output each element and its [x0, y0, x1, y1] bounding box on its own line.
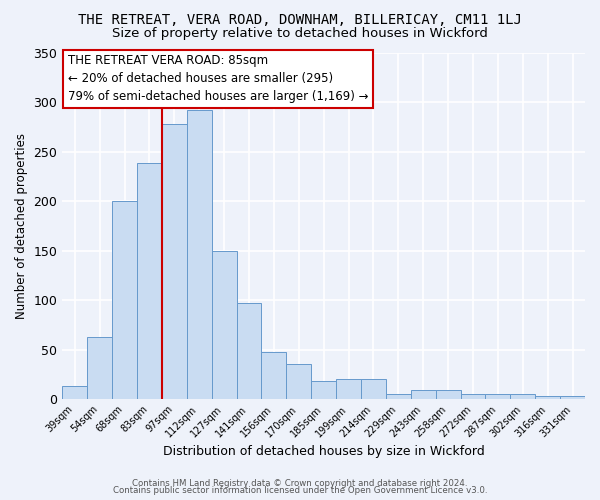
Text: Contains HM Land Registry data © Crown copyright and database right 2024.: Contains HM Land Registry data © Crown c… — [132, 478, 468, 488]
Bar — [361, 380, 386, 399]
Bar — [162, 124, 187, 399]
Bar — [485, 394, 511, 399]
X-axis label: Distribution of detached houses by size in Wickford: Distribution of detached houses by size … — [163, 444, 485, 458]
Y-axis label: Number of detached properties: Number of detached properties — [15, 133, 28, 319]
Text: THE RETREAT, VERA ROAD, DOWNHAM, BILLERICAY, CM11 1LJ: THE RETREAT, VERA ROAD, DOWNHAM, BILLERI… — [78, 12, 522, 26]
Text: Contains public sector information licensed under the Open Government Licence v3: Contains public sector information licen… — [113, 486, 487, 495]
Bar — [112, 201, 137, 399]
Bar — [236, 303, 262, 399]
Bar — [411, 390, 436, 399]
Bar — [262, 352, 286, 399]
Bar — [511, 394, 535, 399]
Bar — [461, 394, 485, 399]
Bar — [311, 382, 336, 399]
Bar — [212, 250, 236, 399]
Bar — [87, 336, 112, 399]
Text: Size of property relative to detached houses in Wickford: Size of property relative to detached ho… — [112, 28, 488, 40]
Bar — [187, 110, 212, 399]
Bar — [436, 390, 461, 399]
Bar — [560, 396, 585, 399]
Bar — [336, 380, 361, 399]
Bar — [386, 394, 411, 399]
Bar — [535, 396, 560, 399]
Text: THE RETREAT VERA ROAD: 85sqm
← 20% of detached houses are smaller (295)
79% of s: THE RETREAT VERA ROAD: 85sqm ← 20% of de… — [68, 54, 368, 103]
Bar — [137, 164, 162, 399]
Bar — [286, 364, 311, 399]
Bar — [62, 386, 87, 399]
